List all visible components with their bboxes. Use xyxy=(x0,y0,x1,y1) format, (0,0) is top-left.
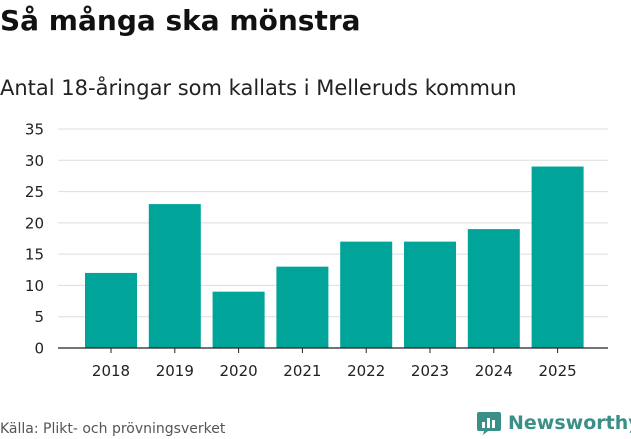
x-tick-label: 2021 xyxy=(283,362,321,380)
gridlines xyxy=(58,128,608,318)
y-tick-label: 5 xyxy=(34,308,44,326)
brand-logo: Newsworthy xyxy=(476,408,631,438)
bar-2022 xyxy=(340,241,393,348)
bar-2020 xyxy=(212,291,265,348)
bars xyxy=(85,166,584,348)
y-tick-label: 10 xyxy=(25,277,44,295)
y-tick-label: 35 xyxy=(25,121,44,139)
x-tick-label: 2024 xyxy=(475,362,513,380)
source-note: Källa: Plikt- och prövningsverket xyxy=(0,421,226,437)
x-tick-label: 2022 xyxy=(347,362,385,380)
x-tick-label: 2020 xyxy=(220,362,258,380)
x-tick-label: 2018 xyxy=(92,362,130,380)
newsworthy-logo-icon xyxy=(477,412,501,435)
bar-2025 xyxy=(531,166,584,348)
x-tick-label: 2025 xyxy=(539,362,577,380)
chart-subtitle: Antal 18-åringar som kallats i Melleruds… xyxy=(0,76,517,100)
bar-2018 xyxy=(85,272,137,348)
y-axis-ticks: 0 5 10 15 20 25 30 35 xyxy=(25,121,44,358)
bar-2019 xyxy=(148,204,201,348)
bar-2021 xyxy=(276,266,329,348)
brand-name: Newsworthy xyxy=(508,412,631,434)
x-axis-ticks: 2018 2019 2020 2021 2022 2023 2024 2025 xyxy=(92,348,577,380)
y-tick-label: 0 xyxy=(34,340,44,358)
chart-title: Så många ska mönstra xyxy=(0,4,361,37)
bar-2023 xyxy=(404,241,456,348)
y-tick-label: 20 xyxy=(25,214,44,232)
bar-2024 xyxy=(467,229,520,348)
x-tick-label: 2023 xyxy=(411,362,449,380)
y-tick-label: 25 xyxy=(25,183,44,201)
y-tick-label: 30 xyxy=(25,152,44,170)
x-tick-label: 2019 xyxy=(156,362,194,380)
y-tick-label: 15 xyxy=(25,246,44,264)
